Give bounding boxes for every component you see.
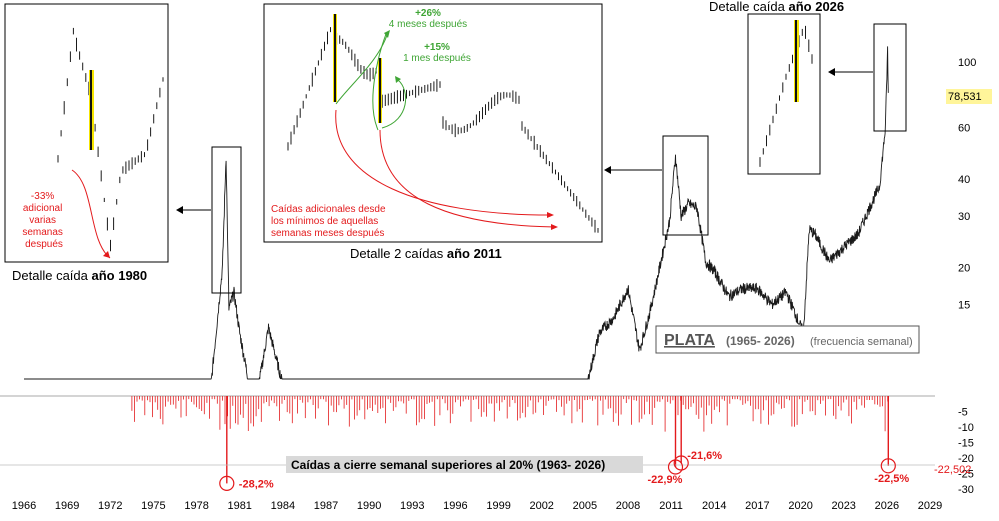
big-drop-circle bbox=[219, 475, 235, 491]
price-series-line bbox=[24, 46, 889, 380]
inset-1980-note: -33% adicional varias semanas después bbox=[22, 191, 65, 250]
x-tick-label: 2011 bbox=[659, 500, 683, 512]
price-chart bbox=[24, 46, 889, 380]
big-drop-markers: -28,2% -22,9% -21,6% -22,5% bbox=[219, 450, 909, 491]
drop-tick-label: -20 bbox=[958, 453, 974, 465]
big-drop-circle bbox=[880, 458, 896, 474]
x-tick-label: 2020 bbox=[788, 500, 812, 512]
x-tick-label: 2005 bbox=[573, 500, 597, 512]
x-tick-label: 2026 bbox=[875, 500, 899, 512]
drop-tick-label: -30 bbox=[958, 484, 974, 496]
x-tick-label: 2014 bbox=[702, 500, 726, 512]
chart-title-box bbox=[655, 325, 920, 354]
x-tick-label: 1984 bbox=[271, 500, 295, 512]
price-tick-label: 20 bbox=[958, 263, 970, 275]
x-tick-label: 2017 bbox=[745, 500, 769, 512]
x-tick-label: 1996 bbox=[443, 500, 467, 512]
inset-2011-note: Caídas adicionales desde los mínimos de … bbox=[271, 204, 388, 239]
inset-2026-caption: Detalle caída año 2026 bbox=[709, 0, 844, 14]
locator-box-2026 bbox=[873, 23, 907, 132]
x-tick-label: 2008 bbox=[616, 500, 640, 512]
x-tick-label: 1987 bbox=[314, 500, 338, 512]
last-value-tag-bg bbox=[946, 89, 992, 104]
x-tick-label: 2029 bbox=[918, 500, 942, 512]
gain1-text: 4 meses después bbox=[389, 19, 467, 30]
threshold-label: -22,502 bbox=[934, 464, 971, 476]
locator-box-1980 bbox=[211, 146, 242, 294]
gain2-text: 1 mes después bbox=[403, 53, 471, 64]
big-drop-label: -22,5% bbox=[874, 473, 909, 485]
drop-tick-label: -15 bbox=[958, 438, 974, 450]
x-tick-label: 1969 bbox=[55, 500, 79, 512]
big-drop-label: -21,6% bbox=[687, 450, 722, 462]
drop-y-axis: -5 -10 -15 -20 -25 -30 bbox=[958, 407, 974, 497]
x-tick-label: 1972 bbox=[98, 500, 122, 512]
x-tick-label: 1993 bbox=[400, 500, 424, 512]
x-tick-label: 2002 bbox=[529, 500, 553, 512]
last-value-tag: 78,531 bbox=[948, 91, 982, 103]
big-drop-label: -28,2% bbox=[239, 478, 274, 490]
price-tick-label: 100 bbox=[958, 57, 976, 69]
x-tick-label: 1966 bbox=[12, 500, 36, 512]
x-tick-label: 1990 bbox=[357, 500, 381, 512]
price-y-axis: 100 60 40 30 20 15 bbox=[958, 57, 976, 312]
big-drop-circle bbox=[673, 455, 689, 471]
chart-title-period: (1965- 2026) bbox=[726, 334, 795, 348]
x-tick-label: 1975 bbox=[141, 500, 165, 512]
price-tick-label: 30 bbox=[958, 211, 970, 223]
big-drop-label: -22,9% bbox=[648, 474, 683, 486]
chart-title: PLATA bbox=[664, 332, 715, 349]
drop-bars bbox=[131, 396, 889, 484]
price-tick-label: 40 bbox=[958, 174, 970, 186]
inset-2011-caption: Detalle 2 caídas año 2011 bbox=[350, 246, 502, 261]
x-tick-label: 2023 bbox=[831, 500, 855, 512]
x-tick-label: 1999 bbox=[486, 500, 510, 512]
drop-tick-label: -5 bbox=[958, 407, 968, 419]
drop-tick-label: -10 bbox=[958, 422, 974, 434]
inset-1980-caption: Detalle caída año 1980 bbox=[12, 268, 147, 283]
x-tick-label: 1981 bbox=[227, 500, 251, 512]
price-tick-label: 60 bbox=[958, 122, 970, 134]
gain2-pct: +15% bbox=[424, 42, 450, 53]
inset-2026 bbox=[747, 13, 821, 175]
gain1-pct: +26% bbox=[415, 8, 441, 19]
drop-title: Caídas a cierre semanal superiores al 20… bbox=[291, 458, 605, 472]
inset-1980: -33% adicional varias semanas después bbox=[4, 3, 169, 263]
locator-box-2011 bbox=[662, 135, 709, 236]
drop-title-bg bbox=[286, 456, 643, 473]
x-tick-label: 1978 bbox=[184, 500, 208, 512]
drop-tick-label: -25 bbox=[958, 469, 974, 481]
inset-2011: +26% 4 meses después +15% 1 mes después … bbox=[263, 3, 603, 243]
price-tick-label: 15 bbox=[958, 300, 970, 312]
x-axis: 1966 1969 1972 1975 1978 1981 1984 1987 1990 1993… bbox=[12, 500, 942, 512]
chart-title-frequency: (frecuencia semanal) bbox=[810, 336, 913, 348]
